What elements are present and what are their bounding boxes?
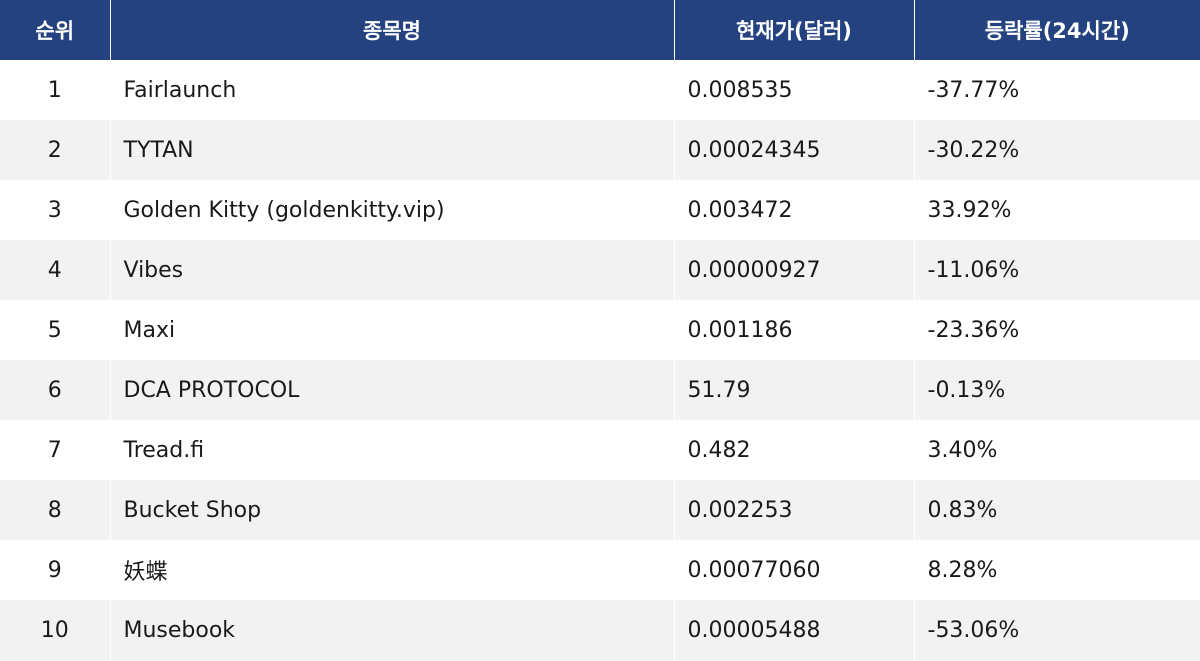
- cell-name: Musebook: [109, 600, 674, 661]
- cell-price: 0.003472: [673, 180, 914, 240]
- cell-rank: 10: [0, 600, 110, 661]
- cell-name: 妖蝶: [109, 540, 674, 600]
- cell-price: 0.482: [673, 420, 914, 480]
- header-name: 종목명: [109, 0, 674, 60]
- cell-change: -0.13%: [913, 360, 1200, 420]
- table-row: 8 Bucket Shop 0.002253 0.83%: [0, 480, 1200, 540]
- cell-rank: 1: [0, 60, 110, 120]
- cell-change: -11.06%: [913, 240, 1200, 300]
- table-row: 2 TYTAN 0.00024345 -30.22%: [0, 120, 1200, 180]
- header-row: 순위 종목명 현재가(달러) 등락률(24시간): [0, 0, 1200, 60]
- cell-rank: 9: [0, 540, 110, 600]
- cell-name: Fairlaunch: [109, 60, 674, 120]
- cell-rank: 8: [0, 480, 110, 540]
- cell-rank: 7: [0, 420, 110, 480]
- header-rank: 순위: [0, 0, 110, 60]
- cell-change: 3.40%: [913, 420, 1200, 480]
- table-row: 9 妖蝶 0.00077060 8.28%: [0, 540, 1200, 600]
- cell-rank: 4: [0, 240, 110, 300]
- cell-change: -30.22%: [913, 120, 1200, 180]
- cell-rank: 6: [0, 360, 110, 420]
- cell-change: -53.06%: [913, 600, 1200, 661]
- table-row: 7 Tread.fi 0.482 3.40%: [0, 420, 1200, 480]
- cell-name: DCA PROTOCOL: [109, 360, 674, 420]
- cell-name: TYTAN: [109, 120, 674, 180]
- table-row: 10 Musebook 0.00005488 -53.06%: [0, 600, 1200, 661]
- header-price: 현재가(달러): [673, 0, 914, 60]
- table-row: 1 Fairlaunch 0.008535 -37.77%: [0, 60, 1200, 120]
- cell-price: 0.002253: [673, 480, 914, 540]
- cell-name: Tread.fi: [109, 420, 674, 480]
- header-change: 등락률(24시간): [913, 0, 1200, 60]
- table-row: 4 Vibes 0.00000927 -11.06%: [0, 240, 1200, 300]
- cell-rank: 3: [0, 180, 110, 240]
- cell-price: 0.00024345: [673, 120, 914, 180]
- table-row: 3 Golden Kitty (goldenkitty.vip) 0.00347…: [0, 180, 1200, 240]
- table-body: 1 Fairlaunch 0.008535 -37.77% 2 TYTAN 0.…: [0, 60, 1200, 661]
- cell-price: 0.00077060: [673, 540, 914, 600]
- cell-change: -23.36%: [913, 300, 1200, 360]
- cell-price: 0.00005488: [673, 600, 914, 661]
- cell-change: 0.83%: [913, 480, 1200, 540]
- cell-price: 0.008535: [673, 60, 914, 120]
- cell-name: Bucket Shop: [109, 480, 674, 540]
- table-header: 순위 종목명 현재가(달러) 등락률(24시간): [0, 0, 1200, 60]
- cell-price: 0.001186: [673, 300, 914, 360]
- cell-change: -37.77%: [913, 60, 1200, 120]
- cell-change: 33.92%: [913, 180, 1200, 240]
- table-row: 5 Maxi 0.001186 -23.36%: [0, 300, 1200, 360]
- cell-price: 0.00000927: [673, 240, 914, 300]
- cell-rank: 2: [0, 120, 110, 180]
- cell-name: Golden Kitty (goldenkitty.vip): [109, 180, 674, 240]
- cell-change: 8.28%: [913, 540, 1200, 600]
- cell-name: Maxi: [109, 300, 674, 360]
- cell-rank: 5: [0, 300, 110, 360]
- cell-name: Vibes: [109, 240, 674, 300]
- table-row: 6 DCA PROTOCOL 51.79 -0.13%: [0, 360, 1200, 420]
- cell-price: 51.79: [673, 360, 914, 420]
